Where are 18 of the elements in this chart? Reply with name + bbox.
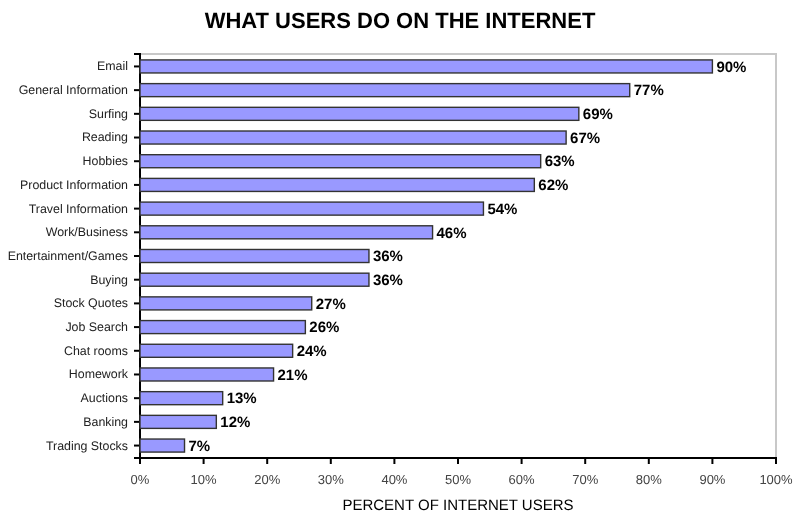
bar xyxy=(139,154,542,169)
bar xyxy=(139,82,631,98)
bar xyxy=(139,319,307,335)
bar xyxy=(139,106,580,122)
bar xyxy=(139,438,186,453)
bar xyxy=(139,343,294,358)
bar xyxy=(139,296,313,311)
bar xyxy=(139,390,224,406)
bar xyxy=(139,272,370,287)
bar xyxy=(139,201,485,216)
bar xyxy=(139,367,275,382)
bar xyxy=(139,130,567,145)
bar xyxy=(139,225,434,240)
bar xyxy=(139,414,218,430)
bar xyxy=(139,59,714,74)
chart-title: WHAT USERS DO ON THE INTERNET xyxy=(204,10,596,34)
bar xyxy=(139,248,370,264)
bar xyxy=(139,177,536,193)
